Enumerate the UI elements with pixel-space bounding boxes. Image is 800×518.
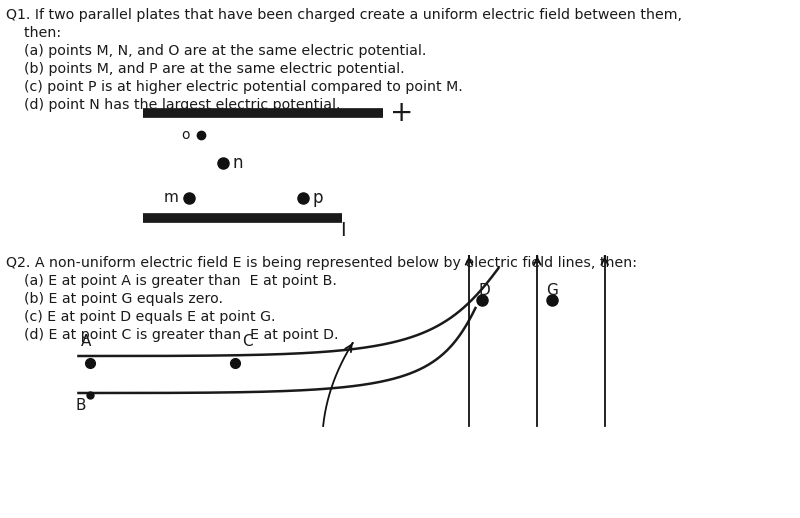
Text: (c) E at point D equals E at point G.: (c) E at point D equals E at point G. bbox=[6, 310, 276, 324]
Text: Q1. If two parallel plates that have been charged create a uniform electric fiel: Q1. If two parallel plates that have bee… bbox=[6, 8, 682, 22]
Text: (d) point N has the largest electric potential.: (d) point N has the largest electric pot… bbox=[6, 98, 341, 112]
Text: then:: then: bbox=[6, 26, 62, 40]
Text: p: p bbox=[312, 189, 322, 207]
Text: G: G bbox=[546, 283, 558, 298]
Text: o: o bbox=[182, 127, 190, 141]
Text: n: n bbox=[233, 154, 243, 172]
Text: A: A bbox=[82, 334, 92, 349]
Text: (b) points M, and P are at the same electric potential.: (b) points M, and P are at the same elec… bbox=[6, 62, 405, 76]
Text: (d) E at point C is greater than  E at point D.: (d) E at point C is greater than E at po… bbox=[6, 328, 339, 342]
Text: C: C bbox=[242, 334, 253, 349]
Text: B: B bbox=[76, 398, 86, 413]
Text: (b) E at point G equals zero.: (b) E at point G equals zero. bbox=[6, 292, 223, 306]
Text: (a) E at point A is greater than  E at point B.: (a) E at point A is greater than E at po… bbox=[6, 274, 338, 288]
Text: (a) points M, N, and O are at the same electric potential.: (a) points M, N, and O are at the same e… bbox=[6, 44, 427, 58]
Text: I: I bbox=[341, 221, 346, 240]
Text: Q2. A non-uniform electric field E is being represented below by electric field : Q2. A non-uniform electric field E is be… bbox=[6, 256, 638, 270]
Text: +: + bbox=[390, 99, 413, 127]
Text: D: D bbox=[478, 283, 490, 298]
Text: (c) point P is at higher electric potential compared to point M.: (c) point P is at higher electric potent… bbox=[6, 80, 463, 94]
Text: m: m bbox=[163, 191, 178, 206]
